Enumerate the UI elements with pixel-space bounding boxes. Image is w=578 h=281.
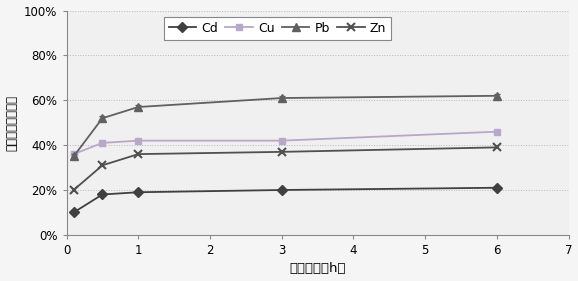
Zn [135,152,142,156]
Line: Cu: Cu [70,128,501,158]
Pb [99,117,106,120]
Pb [494,94,501,98]
Cu [494,130,501,133]
Cd [494,186,501,189]
Cu [135,139,142,142]
Legend: Cd, Cu, Pb, Zn: Cd, Cu, Pb, Zn [164,17,391,40]
Pb [278,96,285,100]
Cu [70,152,77,156]
Zn [70,188,77,192]
X-axis label: 淤洗时间（h）: 淤洗时间（h） [290,262,346,275]
Line: Zn: Zn [69,143,501,194]
Cd [70,211,77,214]
Cd [99,193,106,196]
Zn [99,164,106,167]
Line: Pb: Pb [69,92,501,160]
Cd [278,188,285,192]
Zn [278,150,285,153]
Pb [135,105,142,109]
Line: Cd: Cd [70,184,501,216]
Zn [494,146,501,149]
Cu [99,141,106,145]
Cu [278,139,285,142]
Y-axis label: 重金属淤洗去除率: 重金属淤洗去除率 [6,95,18,151]
Pb [70,155,77,158]
Cd [135,191,142,194]
